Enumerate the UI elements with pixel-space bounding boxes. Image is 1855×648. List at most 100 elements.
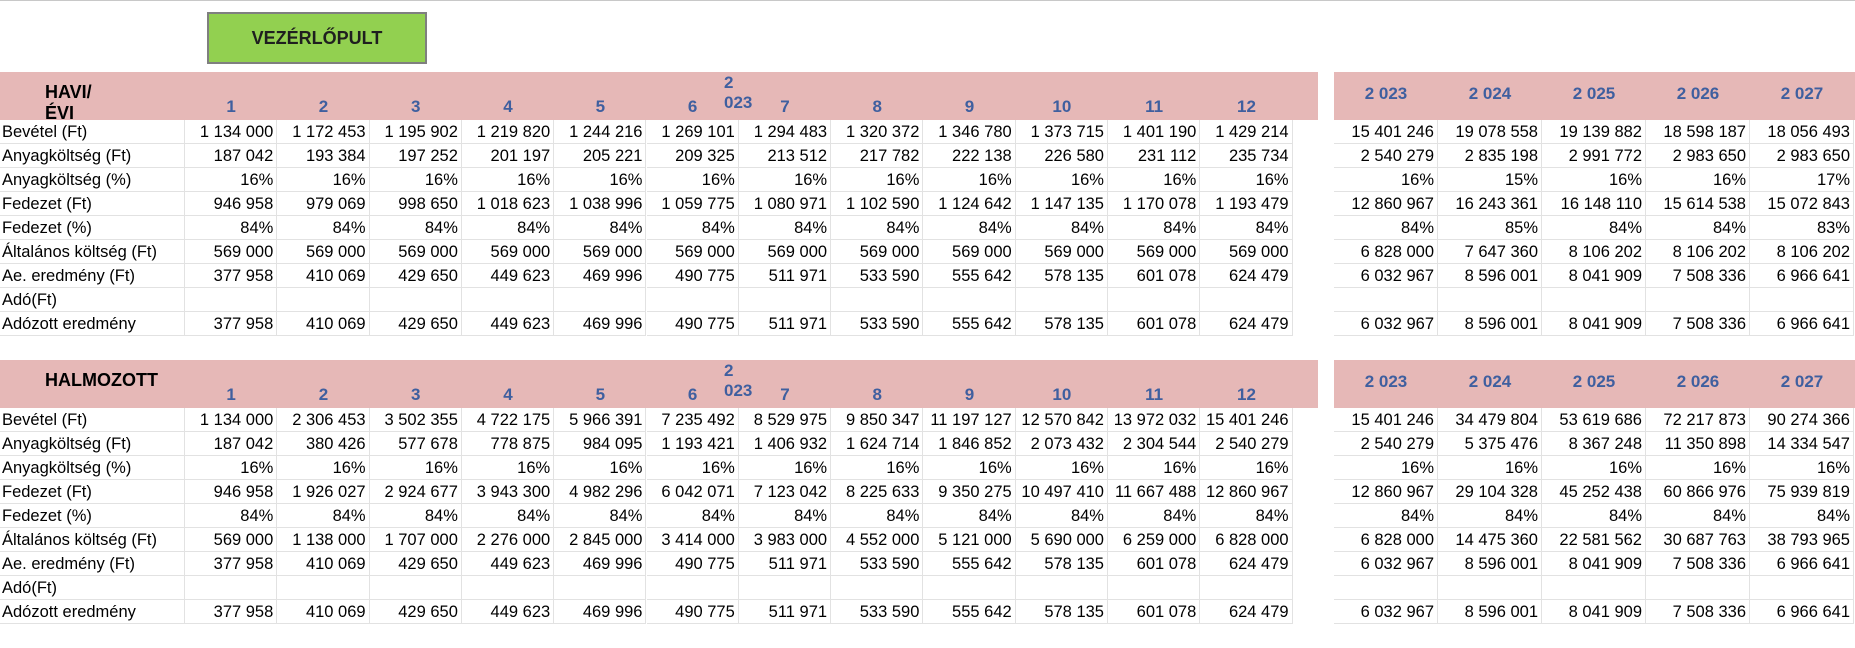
- month-cell[interactable]: 16%: [277, 456, 370, 480]
- month-cell[interactable]: 1 134 000: [185, 408, 278, 432]
- month-cell[interactable]: 84%: [1015, 504, 1108, 528]
- month-cell[interactable]: 84%: [461, 504, 555, 528]
- month-cell[interactable]: 1 018 623: [461, 192, 555, 216]
- month-cell[interactable]: 578 135: [1015, 600, 1108, 624]
- month-cell[interactable]: 16%: [369, 168, 462, 192]
- year-cell[interactable]: 16%: [1334, 168, 1438, 192]
- month-cell[interactable]: 84%: [461, 216, 555, 240]
- month-cell[interactable]: 1 193 421: [646, 432, 739, 456]
- year-cell[interactable]: 7 647 360: [1438, 240, 1542, 264]
- month-cell[interactable]: 16%: [554, 456, 647, 480]
- month-cell[interactable]: 984 095: [554, 432, 647, 456]
- row-label[interactable]: Anyagköltség (Ft): [0, 144, 185, 168]
- month-cell[interactable]: 1 373 715: [1015, 120, 1108, 144]
- month-cell[interactable]: 6 828 000: [1200, 528, 1293, 552]
- row-label[interactable]: Fedezet (Ft): [0, 480, 185, 504]
- month-cell[interactable]: 1 080 971: [738, 192, 832, 216]
- year-cell[interactable]: 8 596 001: [1438, 312, 1542, 336]
- month-cell[interactable]: 11 197 127: [923, 408, 1016, 432]
- month-cell[interactable]: 1 102 590: [831, 192, 924, 216]
- month-cell[interactable]: 16%: [1200, 456, 1293, 480]
- month-cell[interactable]: [1015, 576, 1108, 600]
- year-cell[interactable]: [1750, 576, 1854, 600]
- year-cell[interactable]: 8 596 001: [1438, 264, 1542, 288]
- month-cell[interactable]: 12 570 842: [1015, 408, 1108, 432]
- month-cell[interactable]: 2 845 000: [554, 528, 647, 552]
- month-cell[interactable]: 998 650: [369, 192, 462, 216]
- month-cell[interactable]: 569 000: [1015, 240, 1108, 264]
- year-cell[interactable]: 16%: [1646, 456, 1750, 480]
- month-cell[interactable]: 469 996: [554, 312, 647, 336]
- month-cell[interactable]: 84%: [646, 216, 739, 240]
- row-label[interactable]: Fedezet (%): [0, 216, 185, 240]
- year-cell[interactable]: 34 479 804: [1438, 408, 1542, 432]
- year-cell[interactable]: 15 401 246: [1334, 120, 1438, 144]
- month-cell[interactable]: 16%: [738, 456, 832, 480]
- year-cell[interactable]: 84%: [1334, 216, 1438, 240]
- month-cell[interactable]: 1 195 902: [369, 120, 462, 144]
- year-cell[interactable]: 11 350 898: [1646, 432, 1750, 456]
- year-cell[interactable]: 2 991 772: [1542, 144, 1646, 168]
- month-cell[interactable]: 624 479: [1200, 312, 1293, 336]
- year-cell[interactable]: 6 966 641: [1750, 552, 1854, 576]
- month-cell[interactable]: 6 259 000: [1108, 528, 1201, 552]
- year-cell[interactable]: 15 072 843: [1750, 192, 1854, 216]
- month-cell[interactable]: [554, 576, 647, 600]
- year-cell[interactable]: 5 375 476: [1438, 432, 1542, 456]
- year-cell[interactable]: 83%: [1750, 216, 1854, 240]
- month-cell[interactable]: 1 219 820: [461, 120, 555, 144]
- month-cell[interactable]: 533 590: [831, 552, 924, 576]
- year-cell[interactable]: 19 078 558: [1438, 120, 1542, 144]
- month-cell[interactable]: 16%: [554, 168, 647, 192]
- month-cell[interactable]: 2 276 000: [461, 528, 555, 552]
- month-cell[interactable]: 511 971: [738, 264, 832, 288]
- year-cell[interactable]: 6 966 641: [1750, 312, 1854, 336]
- month-cell[interactable]: 377 958: [185, 552, 278, 576]
- month-cell[interactable]: 410 069: [277, 552, 370, 576]
- row-label[interactable]: Fedezet (%): [0, 504, 185, 528]
- year-cell[interactable]: 8 106 202: [1542, 240, 1646, 264]
- year-cell[interactable]: 2 983 650: [1646, 144, 1750, 168]
- month-cell[interactable]: 2 306 453: [277, 408, 370, 432]
- month-cell[interactable]: 16%: [923, 168, 1016, 192]
- month-cell[interactable]: 624 479: [1200, 264, 1293, 288]
- year-cell[interactable]: [1646, 288, 1750, 312]
- year-cell[interactable]: 6 966 641: [1750, 600, 1854, 624]
- month-cell[interactable]: 569 000: [554, 240, 647, 264]
- row-label[interactable]: Adó(Ft): [0, 288, 185, 312]
- year-cell[interactable]: [1438, 576, 1542, 600]
- year-cell[interactable]: 2 983 650: [1750, 144, 1854, 168]
- month-cell[interactable]: [646, 576, 739, 600]
- month-cell[interactable]: 187 042: [185, 144, 278, 168]
- month-cell[interactable]: [923, 576, 1016, 600]
- month-cell[interactable]: 449 623: [461, 312, 555, 336]
- month-cell[interactable]: 16%: [461, 456, 555, 480]
- year-cell[interactable]: 60 866 976: [1646, 480, 1750, 504]
- year-cell[interactable]: 16%: [1438, 456, 1542, 480]
- month-cell[interactable]: [1200, 576, 1293, 600]
- month-cell[interactable]: 569 000: [1108, 240, 1201, 264]
- month-cell[interactable]: 2 924 677: [369, 480, 462, 504]
- month-cell[interactable]: [831, 576, 924, 600]
- month-cell[interactable]: 4 552 000: [831, 528, 924, 552]
- month-cell[interactable]: 410 069: [277, 312, 370, 336]
- month-cell[interactable]: 2 540 279: [1200, 432, 1293, 456]
- year-cell[interactable]: 2 540 279: [1334, 432, 1438, 456]
- month-cell[interactable]: 9 350 275: [923, 480, 1016, 504]
- row-label[interactable]: Anyagköltség (Ft): [0, 432, 185, 456]
- month-cell[interactable]: 469 996: [554, 264, 647, 288]
- year-cell[interactable]: 38 793 965: [1750, 528, 1854, 552]
- month-cell[interactable]: 84%: [1015, 216, 1108, 240]
- year-cell[interactable]: 7 508 336: [1646, 552, 1750, 576]
- month-cell[interactable]: 946 958: [185, 480, 278, 504]
- year-cell[interactable]: 12 860 967: [1334, 480, 1438, 504]
- month-cell[interactable]: 2 073 432: [1015, 432, 1108, 456]
- year-cell[interactable]: 85%: [1438, 216, 1542, 240]
- month-cell[interactable]: 84%: [554, 504, 647, 528]
- row-label[interactable]: Anyagköltség (%): [0, 456, 185, 480]
- month-cell[interactable]: 1 038 996: [554, 192, 647, 216]
- year-cell[interactable]: 6 828 000: [1334, 528, 1438, 552]
- month-cell[interactable]: 601 078: [1108, 264, 1201, 288]
- year-cell[interactable]: 8 041 909: [1542, 312, 1646, 336]
- month-cell[interactable]: 511 971: [738, 552, 832, 576]
